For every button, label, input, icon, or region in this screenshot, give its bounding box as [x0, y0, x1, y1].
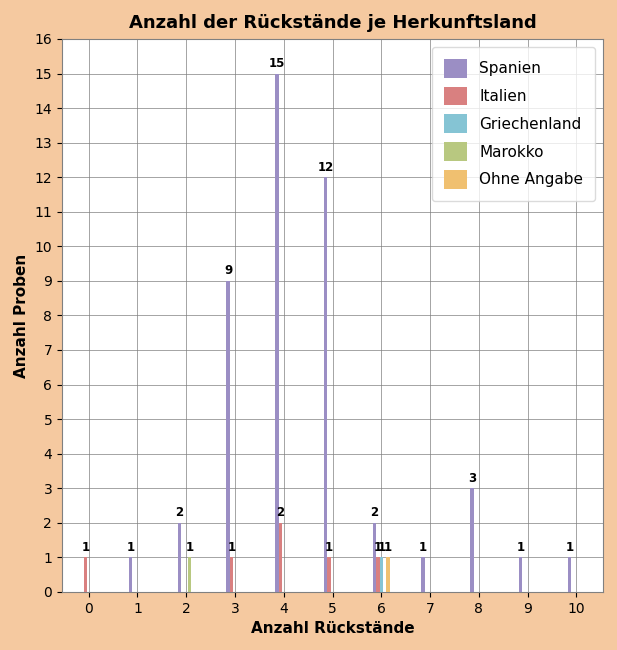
Text: 2: 2	[175, 506, 183, 519]
Bar	[226, 281, 230, 592]
Bar	[519, 557, 523, 592]
Text: 1: 1	[565, 541, 574, 554]
Bar	[328, 557, 331, 592]
Text: 1: 1	[374, 541, 382, 554]
Bar	[379, 557, 383, 592]
Text: 1: 1	[81, 541, 89, 554]
Text: 1: 1	[126, 541, 135, 554]
Text: 1: 1	[325, 541, 333, 554]
Text: 2: 2	[276, 506, 284, 519]
Text: 1: 1	[186, 541, 194, 554]
Text: 9: 9	[224, 265, 233, 278]
Bar	[373, 523, 376, 592]
Text: 1: 1	[228, 541, 236, 554]
Bar	[188, 557, 191, 592]
Bar	[84, 557, 87, 592]
Text: 1: 1	[419, 541, 427, 554]
Bar	[421, 557, 425, 592]
X-axis label: Anzahl Rückstände: Anzahl Rückstände	[251, 621, 415, 636]
Legend: Spanien, Italien, Griechenland, Marokko, Ohne Angabe: Spanien, Italien, Griechenland, Marokko,…	[432, 47, 595, 201]
Bar	[129, 557, 133, 592]
Text: 15: 15	[269, 57, 285, 70]
Bar	[386, 557, 390, 592]
Text: 1: 1	[516, 541, 525, 554]
Bar	[178, 523, 181, 592]
Text: 1: 1	[384, 541, 392, 554]
Bar	[376, 557, 379, 592]
Text: 1: 1	[377, 541, 386, 554]
Text: 3: 3	[468, 472, 476, 485]
Title: Anzahl der Rückstände je Herkunftsland: Anzahl der Rückstände je Herkunftsland	[128, 14, 536, 32]
Y-axis label: Anzahl Proben: Anzahl Proben	[14, 254, 29, 378]
Bar	[470, 488, 474, 592]
Bar	[279, 523, 282, 592]
Bar	[568, 557, 571, 592]
Text: 2: 2	[370, 506, 378, 519]
Bar	[230, 557, 233, 592]
Bar	[324, 177, 328, 592]
Bar	[275, 73, 279, 592]
Text: 12: 12	[318, 161, 334, 174]
